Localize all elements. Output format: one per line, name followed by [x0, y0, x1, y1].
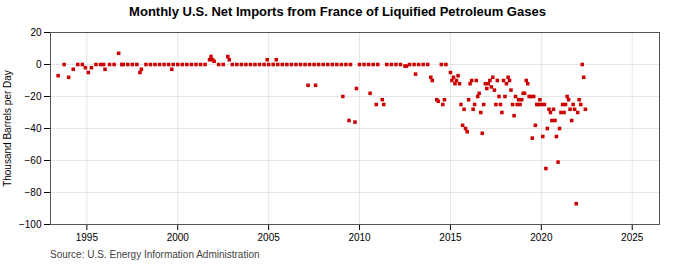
svg-text:2000: 2000: [167, 232, 190, 243]
svg-text:Thousand Barrels per Day: Thousand Barrels per Day: [2, 70, 13, 187]
svg-text:2010: 2010: [348, 232, 371, 243]
svg-text:2025: 2025: [621, 232, 644, 243]
html-text:Monthly U.S. Net Imports from: Monthly U.S. Net Imports from France of …: [129, 4, 546, 19]
svg-text:−20: −20: [25, 91, 42, 102]
svg-text:0: 0: [36, 59, 42, 70]
svg-text:1995: 1995: [76, 232, 99, 243]
svg-text:−60: −60: [25, 155, 42, 166]
svg-text:2005: 2005: [258, 232, 281, 243]
svg-text:2015: 2015: [439, 232, 462, 243]
svg-text:−80: −80: [25, 187, 42, 198]
svg-text:20: 20: [30, 27, 42, 38]
svg-text:−100: −100: [19, 219, 42, 230]
svg-text:−40: −40: [25, 123, 42, 134]
html-text:Source: U.S. Energy Informatio: Source: U.S. Energy Information Administ…: [50, 249, 260, 260]
svg-text:2020: 2020: [530, 232, 553, 243]
